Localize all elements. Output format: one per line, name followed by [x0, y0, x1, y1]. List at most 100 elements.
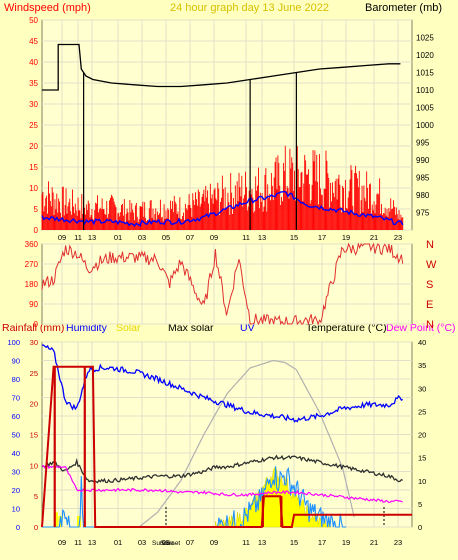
barometer-tick-label: 1010	[416, 86, 434, 95]
climate-x-tick-label: 01	[114, 538, 122, 547]
direction-tick-label: 270	[25, 260, 39, 269]
wind-x-tick-label: 15	[290, 233, 298, 242]
wind-tick-label: 20	[29, 142, 38, 151]
climate-x-tick-label: 03	[138, 538, 146, 547]
wind-tick-label: 10	[29, 184, 38, 193]
temperature-tick-label: 25	[418, 407, 426, 416]
temperature-tick-label: 15	[418, 454, 426, 463]
compass-label: E	[426, 299, 433, 311]
rain-tick-label: 20	[30, 400, 38, 409]
rain-tick-label: 30	[30, 338, 38, 347]
temperature-tick-label: 30	[418, 384, 426, 393]
chart-title: 24 hour graph day 13 June 2022	[170, 2, 329, 14]
wind-tick-label: 40	[29, 58, 38, 67]
barometer-axis-label: Barometer (mb)	[365, 2, 442, 14]
climate-x-tick-label: 13	[88, 538, 96, 547]
temperature-tick-label: 20	[418, 431, 426, 440]
temperature-tick-label: 40	[418, 338, 426, 347]
humidity-tick-label: 20	[12, 486, 20, 495]
humidity-tick-label: 30	[12, 468, 20, 477]
barometer-tick-label: 1025	[416, 34, 434, 43]
temperature-tick-label: 0	[418, 523, 422, 532]
wind-tick-label: 25	[29, 121, 38, 130]
climate-x-tick-label: 11	[242, 538, 250, 547]
rain-tick-label: 10	[30, 461, 38, 470]
climate-x-tick-label: 17	[318, 538, 326, 547]
climate-x-tick-label: 09	[58, 538, 66, 547]
dew-point-line	[41, 464, 403, 504]
climate-x-tick-label: 21	[370, 538, 378, 547]
wind-x-tick-label: 17	[318, 233, 326, 242]
wind-x-tick-label: 09	[210, 233, 218, 242]
rain-tick-label: 15	[30, 431, 38, 440]
temperature-tick-label: 5	[418, 500, 422, 509]
wind-x-tick-label: 09	[58, 233, 66, 242]
humidity-tick-label: 50	[12, 431, 20, 440]
climate-x-tick-label: 13	[258, 538, 266, 547]
wind-x-tick-label: 19	[342, 233, 350, 242]
barometer-line	[42, 43, 401, 91]
climate-x-tick-label: 19	[342, 538, 350, 547]
max-solar-label: Max solar	[168, 322, 214, 334]
direction-tick-label: 0	[34, 320, 39, 329]
wind-x-tick-label: 23	[394, 233, 402, 242]
dew-point-label: Dew Point (°C)	[386, 322, 456, 334]
rain-tick-label: 0	[34, 523, 38, 532]
rainfall-line	[41, 365, 412, 528]
wind-x-tick-label: 07	[186, 233, 194, 242]
barometer-tick-label: 1005	[416, 104, 434, 113]
direction-tick-label: 90	[29, 300, 38, 309]
climate-x-tick-label: 23	[394, 538, 402, 547]
wind-x-tick-label: 21	[370, 233, 378, 242]
humidity-tick-label: 40	[12, 449, 20, 458]
wind-x-tick-label: 13	[88, 233, 96, 242]
compass-label: N	[426, 239, 434, 251]
sunset-label: Sunset	[160, 540, 180, 547]
barometer-tick-label: 990	[416, 156, 430, 165]
temperature-label: Temperature (°C)	[306, 322, 387, 334]
climate-x-tick-label: 09	[210, 538, 218, 547]
humidity-tick-label: 100	[7, 338, 20, 347]
wind-tick-label: 5	[34, 205, 39, 214]
average-wind-line	[41, 190, 404, 227]
wind-x-tick-label: 01	[114, 233, 122, 242]
wind-tick-label: 35	[29, 79, 38, 88]
rain-tick-label: 5	[34, 492, 38, 501]
wind-x-tick-label: 05	[162, 233, 170, 242]
humidity-line	[41, 344, 404, 423]
climate-x-tick-label: 15	[290, 538, 298, 547]
humidity-tick-label: 70	[12, 394, 20, 403]
direction-tick-label: 360	[25, 240, 39, 249]
wind-tick-label: 15	[29, 163, 38, 172]
wind-tick-label: 0	[34, 226, 39, 235]
temperature-tick-label: 35	[418, 361, 426, 370]
barometer-tick-label: 985	[416, 174, 430, 183]
uv-label: UV	[240, 322, 255, 334]
barometer-tick-label: 980	[416, 191, 430, 200]
compass-label: S	[426, 279, 433, 291]
compass-label: W	[426, 259, 437, 271]
humidity-tick-label: 90	[12, 357, 20, 366]
humidity-tick-label: 80	[12, 375, 20, 384]
humidity-tick-label: 10	[12, 505, 20, 514]
compass-label: N	[426, 319, 434, 331]
climate-x-tick-label: 11	[74, 538, 82, 547]
wind-tick-label: 45	[29, 37, 38, 46]
wind-x-tick-label: 11	[74, 233, 82, 242]
rainfall-label: Rainfall (mm)	[2, 322, 64, 334]
windspeed-axis-label: Windspeed (mph)	[4, 2, 91, 14]
climate-x-tick-label: 05	[162, 538, 170, 547]
wind-x-tick-label: 11	[242, 233, 250, 242]
climate-x-tick-label: 07	[186, 538, 194, 547]
sunrise-label: Sunrise	[152, 540, 174, 547]
barometer-tick-label: 1015	[416, 69, 434, 78]
rain-tick-label: 25	[30, 369, 38, 378]
barometer-tick-label: 1000	[416, 121, 434, 130]
wind-x-tick-label: 13	[258, 233, 266, 242]
barometer-tick-label: 1020	[416, 51, 434, 60]
wind-tick-label: 50	[29, 16, 38, 25]
humidity-tick-label: 0	[16, 523, 20, 532]
humidity-tick-label: 60	[12, 412, 20, 421]
